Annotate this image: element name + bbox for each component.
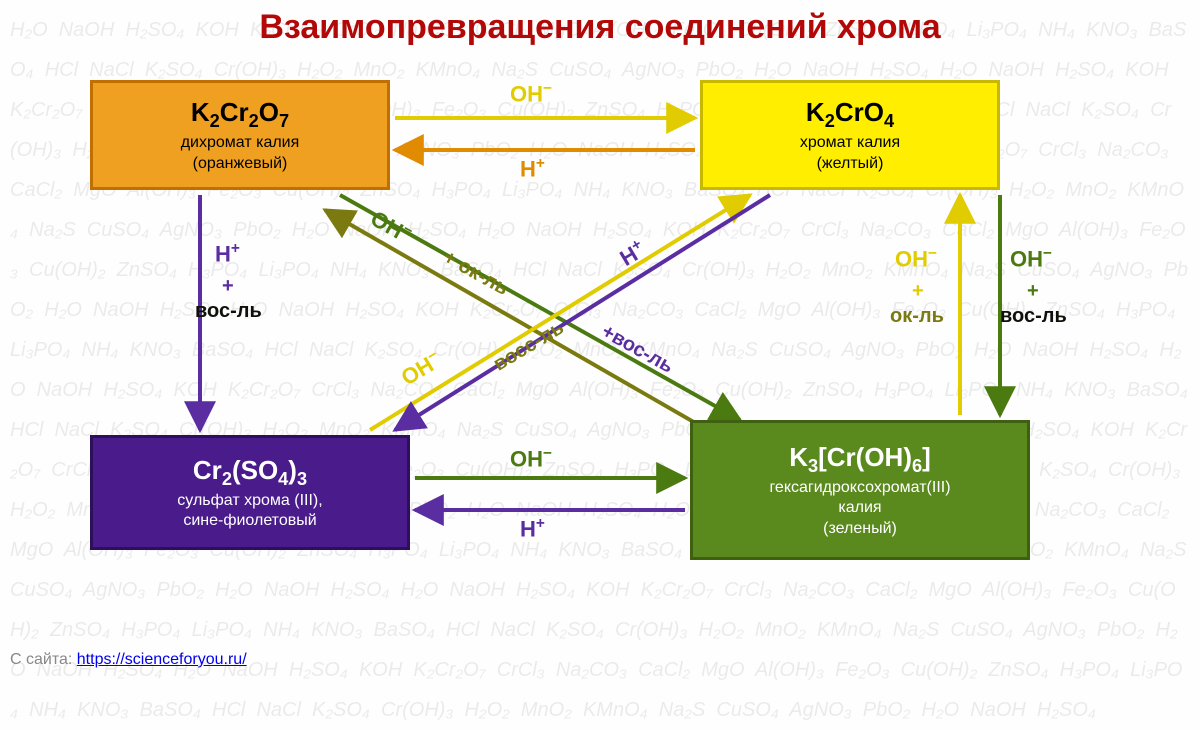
label-left-vosl: вос-ль [195, 300, 262, 323]
desc-hexa-2: калия [703, 499, 1017, 517]
label-bot-oh: OH− [510, 445, 552, 472]
formula-hexa: K3[Cr(OH)6] [703, 442, 1017, 477]
desc-chromate-1: хромат калия [713, 134, 987, 152]
label-right-okl: ок-ль [890, 305, 944, 328]
diagram-title: Взаимопревращения соединений хрома [0, 8, 1200, 47]
node-dichromate: K2Cr2O7 дихромат калия (оранжевый) [90, 80, 390, 190]
desc-chromate-2: (желтый) [713, 155, 987, 173]
label-left-h: H+ [215, 240, 240, 267]
desc-dichromate-1: дихромат калия [103, 134, 377, 152]
desc-hexa-3: (зеленый) [703, 520, 1017, 538]
label-right2-plus: + [1027, 280, 1039, 303]
label-bot-h: H+ [520, 515, 545, 542]
label-right2-vosl: вос-ль [1000, 305, 1067, 328]
desc-sulfate-1: сульфат хрома (III), [103, 492, 397, 510]
formula-dichromate: K2Cr2O7 [103, 97, 377, 132]
desc-sulfate-2: сине-фиолетовый [103, 512, 397, 530]
label-top-h: H+ [520, 155, 545, 182]
footer-prefix: С сайта: [10, 651, 77, 668]
formula-chromate: K2CrO4 [713, 97, 987, 132]
label-left-plus: + [222, 275, 234, 298]
node-chromate: K2CrO4 хромат калия (желтый) [700, 80, 1000, 190]
desc-dichromate-2: (оранжевый) [103, 155, 377, 173]
node-hexahydroxo: K3[Cr(OH)6] гексагидроксохромат(III) кал… [690, 420, 1030, 560]
footer-link[interactable]: https://scienceforyou.ru/ [77, 651, 247, 668]
node-sulfate: Cr2(SO4)3 сульфат хрома (III), сине-фиол… [90, 435, 410, 550]
label-top-oh: OH− [510, 80, 552, 107]
label-right2-oh: OH− [1010, 245, 1052, 272]
label-right-plus1: + [912, 280, 924, 303]
formula-sulfate: Cr2(SO4)3 [103, 455, 397, 490]
footer-source: С сайта: https://scienceforyou.ru/ [10, 651, 247, 669]
label-right-oh: OH− [895, 245, 937, 272]
desc-hexa-1: гексагидроксохромат(III) [703, 479, 1017, 497]
